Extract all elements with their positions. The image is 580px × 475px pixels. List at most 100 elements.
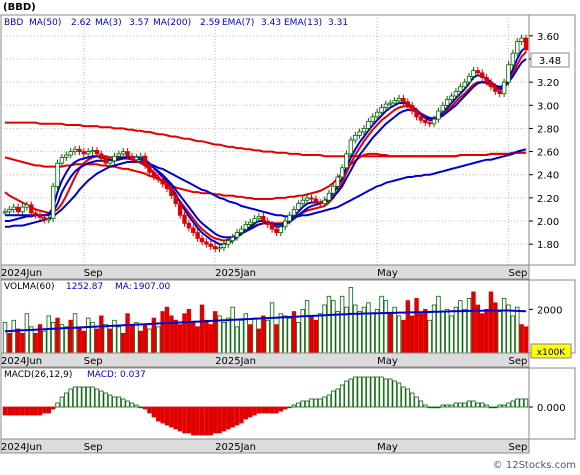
candle-body: [335, 176, 340, 187]
x-axis-label: 2024Jun: [1, 356, 42, 367]
volume-bar: [296, 322, 301, 354]
macd-bar: [466, 400, 472, 408]
volume-bar: [199, 304, 205, 354]
volume-bar: [173, 319, 178, 354]
candle-body: [256, 215, 262, 220]
volume-bar: [427, 319, 432, 354]
macd-bar: [484, 404, 489, 408]
macd-bar: [64, 392, 69, 408]
candle-body: [195, 232, 200, 239]
volume-ma-value: 1907.00: [133, 282, 170, 292]
candle-body: [221, 243, 227, 249]
candle-body: [226, 240, 231, 245]
y-tick-label: 3.20: [537, 78, 559, 89]
candle-body: [191, 227, 196, 233]
macd-bar: [283, 406, 288, 410]
macd-bar: [186, 406, 192, 434]
candle-body: [138, 155, 143, 158]
volume-bar: [414, 298, 419, 354]
volume-bar: [466, 298, 472, 354]
candle-body: [269, 224, 275, 230]
candle-body: [164, 183, 170, 190]
macd-bar: [318, 398, 323, 408]
candle-body: [510, 52, 516, 66]
candle-body: [466, 75, 472, 83]
y-tick-label: 2.80: [537, 124, 559, 135]
volume-bar: [234, 326, 240, 354]
ma50-line: [5, 148, 527, 228]
y-tick-label: 2.00: [537, 217, 559, 228]
volume-bar: [444, 308, 450, 354]
candle-body: [388, 102, 393, 105]
candle-body: [357, 131, 362, 136]
candle-body: [427, 122, 432, 125]
candle-body: [497, 90, 502, 95]
candle-body: [462, 81, 467, 88]
ma3-label: MA(3): [95, 18, 122, 28]
volume-bar: [134, 322, 139, 354]
macd-bar: [497, 404, 502, 408]
candle-body: [296, 203, 301, 210]
y-tick-label: 2.60: [537, 148, 559, 159]
candle-body: [515, 41, 520, 54]
candle-body: [199, 237, 205, 243]
macd-bar: [414, 396, 419, 408]
macd-bar: [296, 402, 301, 408]
macd-bar: [72, 386, 78, 408]
macd-bar: [24, 406, 30, 416]
candle-body: [15, 206, 21, 213]
candle-body: [401, 97, 406, 103]
volume-bar: [326, 295, 332, 354]
ema13-value: 3.31: [328, 18, 348, 28]
ma50-value: 2.62: [71, 18, 91, 28]
macd-bar: [107, 394, 113, 408]
candle-body: [519, 37, 524, 43]
macd-bar: [177, 406, 183, 432]
ema7-label: EMA(7): [222, 18, 254, 28]
x-axis-label: May: [377, 356, 398, 367]
candle-body: [322, 199, 327, 205]
volume-bar: [182, 313, 187, 354]
volume-bar: [331, 300, 336, 354]
macd-bar: [501, 404, 507, 408]
macd-bar: [156, 406, 161, 422]
ma200-value: 2.59: [200, 18, 220, 28]
candle-body: [383, 103, 389, 108]
macd-bar: [2, 406, 8, 416]
volume-bar: [436, 295, 441, 354]
candle-body: [313, 198, 319, 203]
volume-bar: [103, 324, 108, 354]
macd-bar: [85, 386, 91, 408]
macd-bar: [90, 386, 95, 408]
candle-body: [156, 176, 161, 180]
y-tick-label: 2.40: [537, 171, 559, 182]
candle-body: [230, 236, 235, 242]
macd-bar: [247, 406, 253, 418]
volume-bar: [370, 313, 375, 354]
volume-bar: [283, 315, 288, 354]
candle-body: [493, 86, 498, 92]
candle-body: [72, 148, 78, 152]
volume-bar: [322, 304, 327, 354]
macd-bar: [462, 402, 467, 408]
candle-body: [339, 167, 345, 178]
macd-bar: [475, 402, 481, 408]
candle-body: [453, 90, 459, 97]
candle-body: [116, 153, 122, 157]
macd-bar: [217, 406, 222, 434]
macd-label: MACD(26,12,9): [4, 370, 72, 380]
candle-body: [85, 151, 91, 155]
macd-bar: [134, 404, 139, 408]
volume-bar: [7, 332, 12, 354]
macd-bar: [313, 398, 319, 408]
macd-bar: [374, 376, 380, 408]
volume-bar: [94, 328, 100, 354]
volume-bar: [50, 322, 56, 354]
candle-body: [300, 199, 305, 205]
candle-body: [318, 202, 323, 205]
macd-bar: [94, 388, 100, 408]
watermark: © 12Stocks.com: [493, 460, 576, 471]
macd-bar: [230, 406, 235, 428]
volume-label: VOLMA(60): [4, 282, 55, 292]
volume-bar: [523, 326, 529, 354]
